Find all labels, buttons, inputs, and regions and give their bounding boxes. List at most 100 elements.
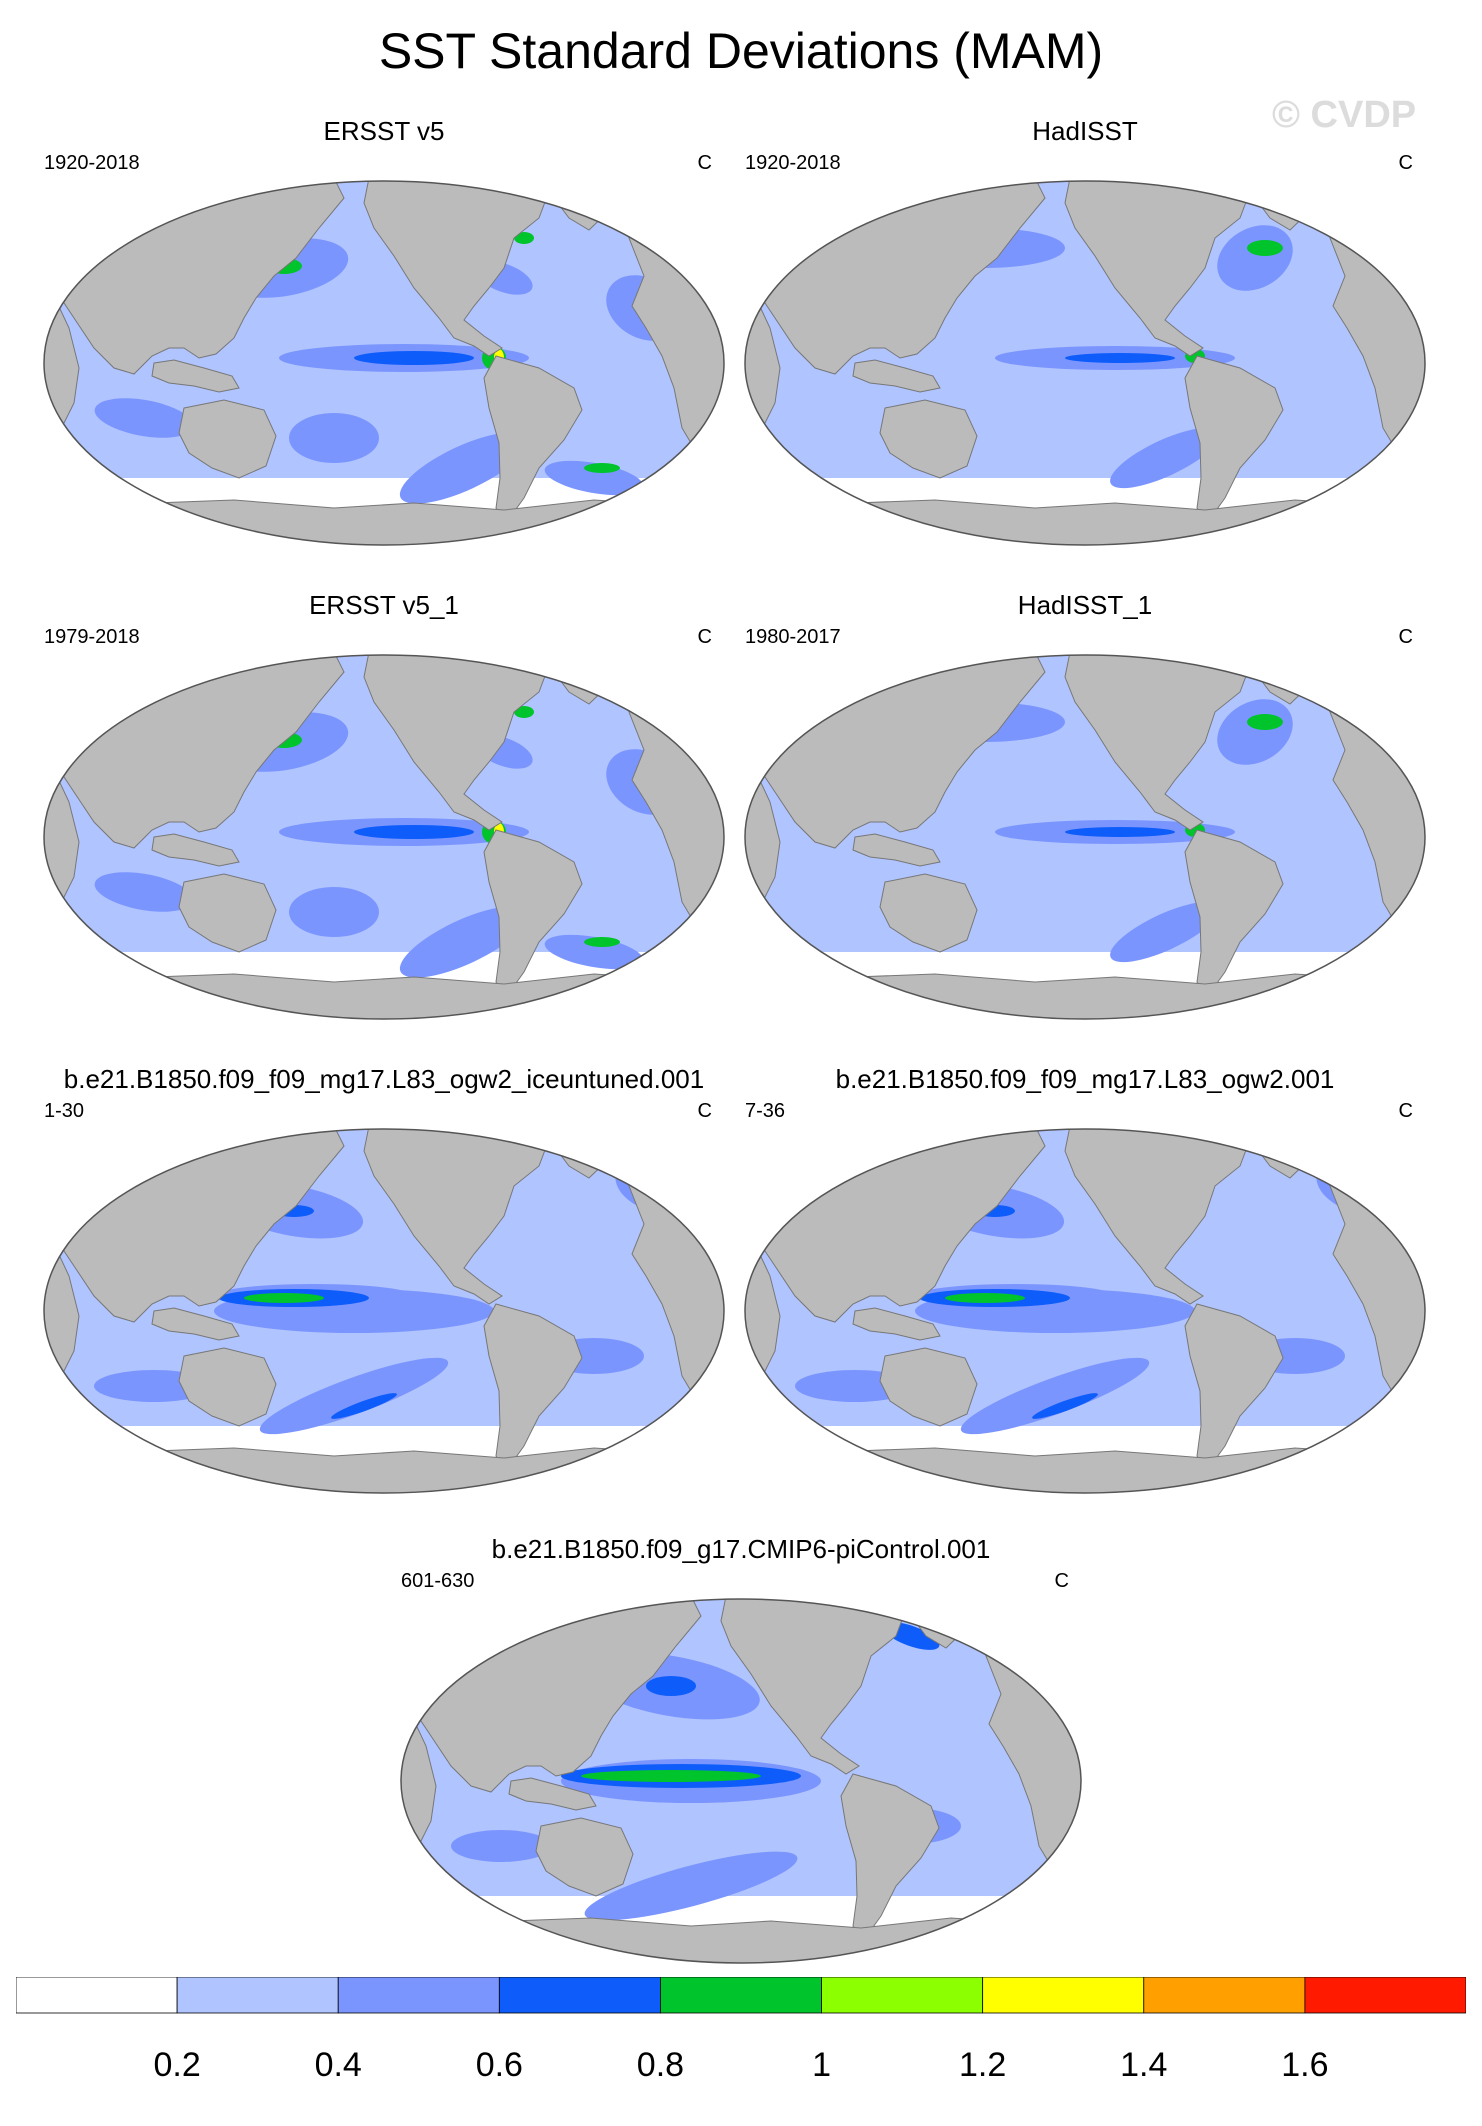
land-mass: [852, 833, 941, 867]
map-outline: [43, 1128, 725, 1494]
land-mass: [535, 1817, 634, 1897]
colorbar: [16, 1977, 1466, 2014]
panel-years: 1979-2018: [44, 626, 140, 648]
sst-contour: [1110, 901, 1220, 963]
colorbar-swatch: [498, 1977, 661, 2014]
panel-years: 1-30: [44, 1100, 85, 1122]
land-mass: [1064, 181, 1256, 357]
cvdp-watermark: © CVDP: [1272, 94, 1417, 136]
sst-contour: [1329, 1153, 1361, 1179]
sst-contour: [1065, 353, 1175, 363]
panel-units: C: [1398, 152, 1413, 174]
sst-contour: [289, 413, 379, 463]
colorbar-swatch: [982, 1977, 1145, 2014]
sst-std-map: [744, 654, 1426, 1020]
map-outline: [43, 654, 725, 1020]
panel-units: C: [1398, 626, 1413, 648]
map-content: [44, 181, 724, 545]
map-panel-ersst-v5-1: ERSST v5_1 1979-2018 C: [34, 590, 734, 1020]
colorbar-tick-label: 1: [812, 2046, 831, 2084]
map-content: [44, 655, 724, 1019]
sst-contour: [1332, 1158, 1348, 1170]
sst-contour: [584, 463, 620, 473]
panel-units: C: [1054, 1570, 1069, 1592]
sst-contour: [631, 1158, 647, 1170]
colorbar-swatch: [1143, 1977, 1306, 2014]
sst-contour: [244, 1293, 324, 1303]
colorbar-swatch: [176, 1977, 339, 2014]
sst-contour: [94, 398, 194, 438]
colorbar-swatch: [337, 1977, 500, 2014]
land-mass: [745, 973, 1425, 1019]
land-mass: [178, 873, 277, 953]
land-mass: [720, 1599, 912, 1775]
sst-contour: [331, 1393, 397, 1419]
colorbar-tick-label: 0.4: [314, 2046, 362, 2084]
land-mass: [879, 399, 978, 479]
map-panel-hadisst: HadISST 1920-2018 C: [735, 116, 1435, 546]
sst-std-map: [400, 1598, 1082, 1964]
sst-contour: [451, 1830, 551, 1862]
map-content: [745, 1129, 1425, 1493]
panel-title: ERSST v5_1: [309, 590, 459, 620]
panel-years: 7-36: [745, 1100, 786, 1122]
sst-std-map: [744, 1128, 1426, 1494]
land-mass: [363, 655, 555, 831]
sst-contour: [960, 1357, 1150, 1435]
colorbar-tick-label: 0.6: [475, 2046, 523, 2084]
panel-title: ERSST v5: [323, 116, 445, 146]
land-mass: [363, 1129, 555, 1305]
land-mass: [44, 1447, 724, 1493]
map-panel-ersst-v5: ERSST v5 1920-2018 C: [34, 116, 734, 546]
map-outline: [43, 180, 725, 546]
sst-std-map: [43, 180, 725, 546]
land-mass: [508, 1777, 597, 1811]
sst-contour: [399, 906, 529, 978]
sst-std-map: [43, 1128, 725, 1494]
panel-years: 1920-2018: [44, 152, 140, 174]
land-mass: [879, 873, 978, 953]
colorbar-swatch: [1304, 1977, 1466, 2014]
sst-contour: [354, 351, 474, 365]
sst-contour: [514, 706, 534, 718]
panel-title: HadISST: [1032, 116, 1138, 146]
map-outline: [744, 654, 1426, 1020]
colorbar-tick-label: 0.2: [153, 2046, 201, 2084]
sst-contour: [581, 1770, 761, 1782]
sst-contour: [584, 1851, 798, 1921]
panel-units: C: [697, 626, 712, 648]
sst-contour: [1065, 827, 1175, 837]
map-content: [745, 181, 1425, 545]
panel-title: b.e21.B1850.f09_g17.CMIP6-piControl.001: [491, 1534, 991, 1564]
map-content: [745, 655, 1425, 1019]
panel-years: 601-630: [401, 1570, 475, 1592]
sst-contour: [584, 937, 620, 947]
colorbar-tick-label: 0.8: [636, 2046, 685, 2084]
map-panel-hadisst-1: HadISST_1 1980-2017 C: [735, 590, 1435, 1020]
land-mass: [1064, 655, 1256, 831]
colorbar-swatch: [16, 1977, 178, 2014]
panel-title: b.e21.B1850.f09_f09_mg17.L83_ogw2.001: [835, 1064, 1335, 1094]
land-mass: [745, 499, 1425, 545]
map-outline: [744, 180, 1426, 546]
sst-contour: [354, 825, 474, 839]
land-mass: [879, 1347, 978, 1427]
sst-contour: [1110, 427, 1220, 489]
sst-contour: [514, 232, 534, 244]
panel-units: C: [697, 1100, 712, 1122]
panel-units: C: [1398, 1100, 1413, 1122]
land-mass: [745, 1447, 1425, 1493]
sst-std-map: [43, 654, 725, 1020]
sst-contour: [399, 432, 529, 504]
colorbar-tick-label: 1.2: [959, 2046, 1007, 2084]
land-mass: [852, 1307, 941, 1341]
colorbar-swatch: [660, 1977, 822, 2014]
sst-contour: [646, 1676, 696, 1696]
land-mass: [44, 499, 724, 545]
figure-title: SST Standard Deviations (MAM): [378, 23, 1104, 79]
land-mass: [151, 359, 240, 393]
colorbar-swatch: [821, 1977, 984, 2014]
panel-units: C: [697, 152, 712, 174]
panel-title: HadISST_1: [1017, 590, 1153, 620]
sst-contour: [94, 872, 194, 912]
